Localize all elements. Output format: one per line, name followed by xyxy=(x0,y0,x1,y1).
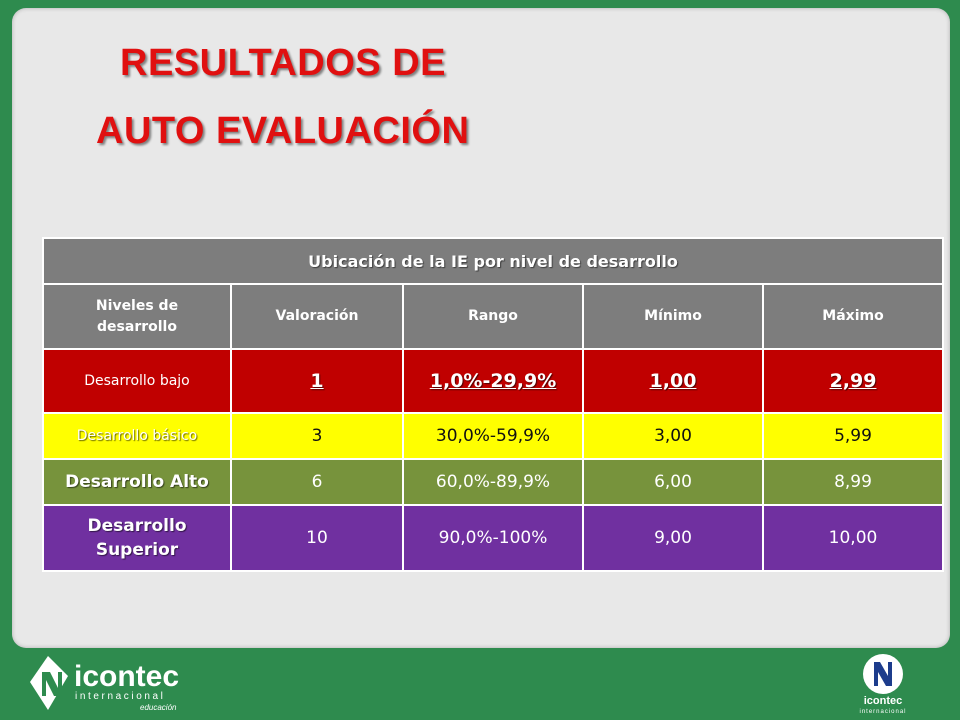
col-header-level-l2: desarrollo xyxy=(97,318,177,335)
table-row: Desarrollo Superior 10 90,0%-100% 9,00 10… xyxy=(42,504,945,572)
level-l1: Desarrollo xyxy=(87,516,187,536)
minimo-cell: 6,00 xyxy=(582,458,764,506)
col-header-level-l1: Niveles de xyxy=(95,297,179,314)
col-header-level: Niveles de desarrollo xyxy=(42,283,232,350)
level-cell: Desarrollo básico xyxy=(42,412,232,460)
table-caption-row: Ubicación de la IE por nivel de desarrol… xyxy=(41,237,945,285)
logo-brand-right: icontec xyxy=(864,695,903,707)
minimo-value: 1,00 xyxy=(649,370,697,392)
minimo-cell: 1,00 xyxy=(582,348,764,414)
icontec-logo-left: icontec internacional educación xyxy=(30,656,179,712)
valoracion-cell: 10 xyxy=(230,504,404,572)
col-header-rango: Rango xyxy=(402,283,584,350)
rango-cell: 60,0%-89,9% xyxy=(402,458,584,506)
maximo-cell: 10,00 xyxy=(761,504,945,572)
col-header-maximo: Máximo xyxy=(761,283,945,350)
logo-brand: icontec xyxy=(74,660,179,693)
icontec-emblem-icon xyxy=(863,654,903,694)
development-levels-table: Ubicación de la IE por nivel de desarrol… xyxy=(41,237,945,572)
maximo-cell: 8,99 xyxy=(761,458,945,506)
rango-cell: 30,0%-59,9% xyxy=(402,412,584,460)
title-line-1: RESULTADOS DE xyxy=(120,42,446,84)
level-cell: Desarrollo Superior xyxy=(42,504,232,572)
table-row: Desarrollo básico 3 30,0%-59,9% 3,00 5,9… xyxy=(42,412,945,460)
table-row: Desarrollo bajo 1 1,0%-29,9% 1,00 2,99 xyxy=(42,348,945,414)
logo-tag: educación xyxy=(140,703,177,712)
valoracion-cell: 1 xyxy=(230,348,404,414)
minimo-cell: 3,00 xyxy=(582,412,764,460)
logo-sub-right: internacional xyxy=(859,709,906,715)
col-header-minimo: Mínimo xyxy=(582,283,764,350)
column-header-row: Niveles de desarrollo Valoración Rango Mí… xyxy=(42,283,945,350)
minimo-cell: 9,00 xyxy=(582,504,764,572)
valoracion-value: 1 xyxy=(310,370,324,392)
table-row: Desarrollo Alto 6 60,0%-89,9% 6,00 8,99 xyxy=(42,458,945,506)
icontec-emblem-icon xyxy=(30,656,68,710)
table-caption: Ubicación de la IE por nivel de desarrol… xyxy=(41,237,945,285)
rango-cell: 1,0%-29,9% xyxy=(402,348,584,414)
valoracion-cell: 6 xyxy=(230,458,404,506)
maximo-value: 2,99 xyxy=(829,370,877,392)
maximo-cell: 2,99 xyxy=(761,348,945,414)
title-line-2: AUTO EVALUACIÓN xyxy=(96,110,470,152)
icontec-logo-right: icontec internacional xyxy=(859,654,906,715)
col-header-valoracion: Valoración xyxy=(230,283,404,350)
maximo-cell: 5,99 xyxy=(761,412,945,460)
rango-value: 1,0%-29,9% xyxy=(429,370,557,392)
logo-sub: internacional xyxy=(75,691,166,702)
valoracion-cell: 3 xyxy=(230,412,404,460)
level-cell: Desarrollo Alto xyxy=(42,458,232,506)
rango-cell: 90,0%-100% xyxy=(402,504,584,572)
level-l2: Superior xyxy=(95,540,179,560)
level-cell: Desarrollo bajo xyxy=(42,348,232,414)
